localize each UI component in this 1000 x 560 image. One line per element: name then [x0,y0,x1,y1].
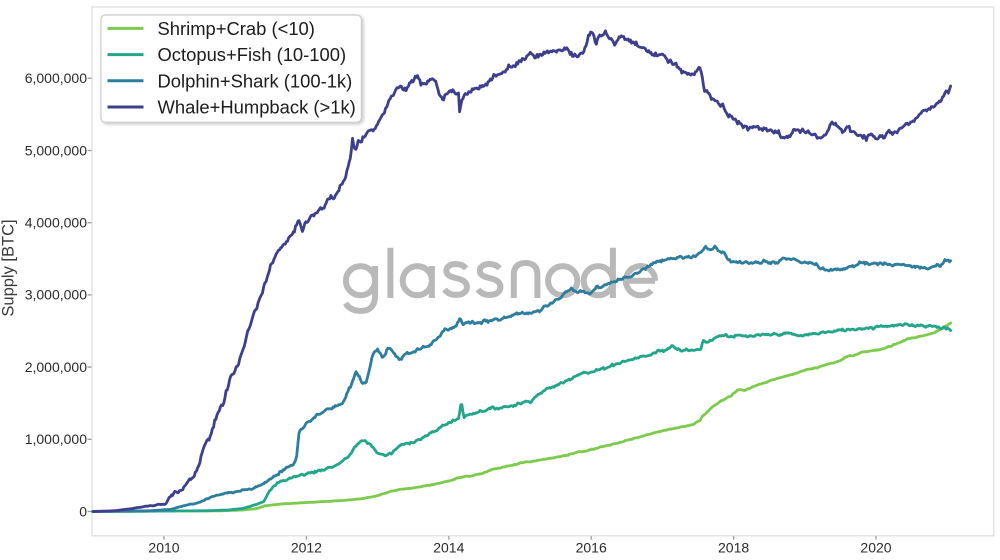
svg-text:2020: 2020 [860,539,891,555]
svg-text:3,000,000: 3,000,000 [25,287,87,303]
svg-text:2016: 2016 [576,539,607,555]
svg-text:1,000,000: 1,000,000 [25,431,87,447]
svg-text:Supply [BTC]: Supply [BTC] [0,219,18,316]
svg-text:Shrimp+Crab (<10): Shrimp+Crab (<10) [158,18,315,39]
svg-text:0: 0 [79,503,87,519]
svg-text:Octopus+Fish (10-100): Octopus+Fish (10-100) [158,44,347,65]
svg-text:Dolphin+Shark (100-1k): Dolphin+Shark (100-1k) [158,70,353,91]
svg-text:Whale+Humpback (>1k): Whale+Humpback (>1k) [158,97,356,118]
svg-text:2014: 2014 [433,539,464,555]
svg-text:6,000,000: 6,000,000 [25,70,87,86]
svg-text:5,000,000: 5,000,000 [25,142,87,158]
svg-text:2010: 2010 [148,539,179,555]
svg-text:4,000,000: 4,000,000 [25,215,87,231]
svg-text:2012: 2012 [291,539,322,555]
svg-text:2018: 2018 [718,539,749,555]
svg-text:2,000,000: 2,000,000 [25,359,87,375]
